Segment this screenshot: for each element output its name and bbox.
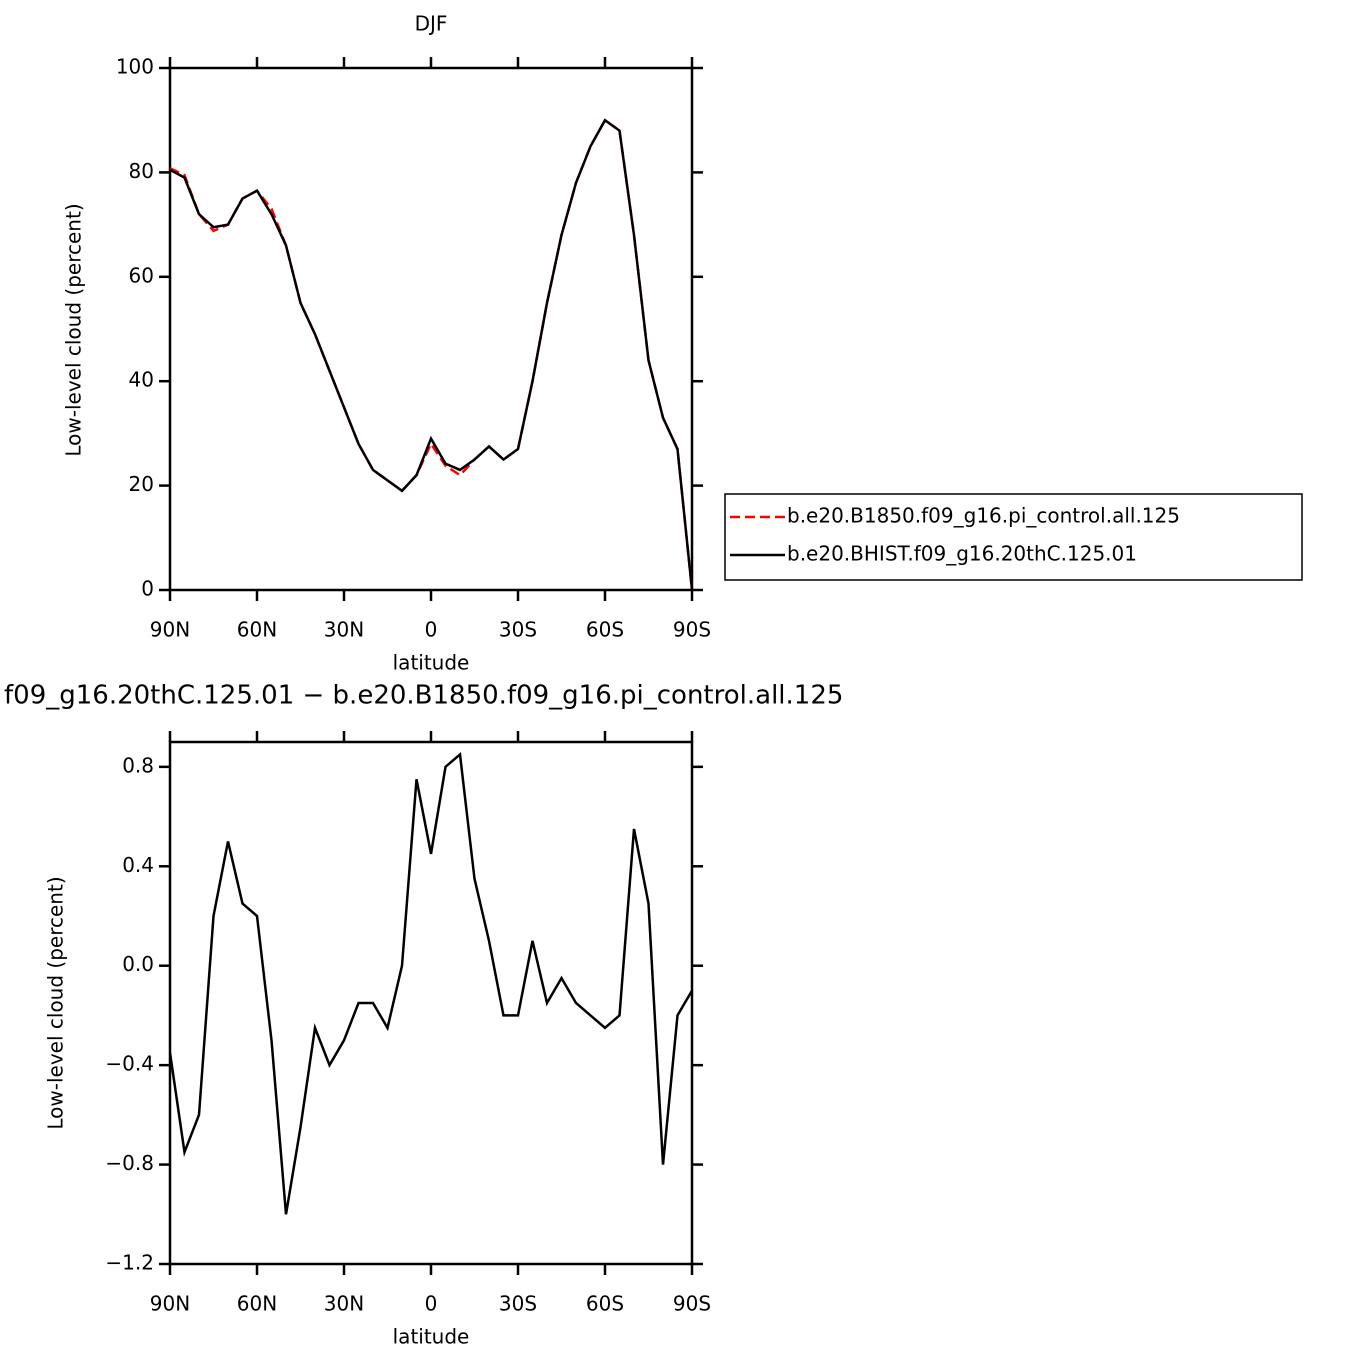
y-tick-label: −0.4 xyxy=(105,1052,154,1076)
chart-title: f09_g16.20thC.125.01 − b.e20.B1850.f09_g… xyxy=(4,681,843,711)
x-tick-label: 60N xyxy=(237,1292,277,1316)
y-tick-label: 0 xyxy=(141,577,154,601)
x-tick-label: 30N xyxy=(324,618,364,642)
y-tick-label: 0.8 xyxy=(122,753,154,777)
legend-label: b.e20.BHIST.f09_g16.20thC.125.01 xyxy=(787,542,1137,566)
x-tick-label: 90N xyxy=(150,618,190,642)
y-tick-label: 100 xyxy=(116,55,154,79)
x-tick-label: 60N xyxy=(237,618,277,642)
legend-label: b.e20.B1850.f09_g16.pi_control.all.125 xyxy=(787,504,1180,528)
data-line xyxy=(168,751,694,1215)
y-tick-label: 60 xyxy=(129,263,154,287)
x-tick-label: 0 xyxy=(425,618,438,642)
x-tick-label: 90S xyxy=(673,618,711,642)
x-tick-label: 0 xyxy=(425,1292,438,1316)
x-tick-label: 30N xyxy=(324,1292,364,1316)
x-tick-label: 90N xyxy=(150,1292,190,1316)
chart-title: DJF xyxy=(415,12,448,36)
y-tick-label: 0.0 xyxy=(122,952,154,976)
y-tick-label: 0.4 xyxy=(122,853,154,877)
y-tick-label: 80 xyxy=(129,159,154,183)
y-tick-label: −0.8 xyxy=(105,1151,154,1175)
y-axis-label: Low-level cloud (percent) xyxy=(62,203,86,456)
x-tick-label: 30S xyxy=(499,618,537,642)
plot-frame xyxy=(168,740,694,1266)
y-tick-label: 40 xyxy=(129,368,154,392)
plot-frame xyxy=(168,66,694,592)
y-tick-label: −1.2 xyxy=(105,1251,154,1275)
x-tick-label: 30S xyxy=(499,1292,537,1316)
x-axis-label: latitude xyxy=(393,1325,470,1349)
y-tick-label: 20 xyxy=(129,472,154,496)
x-tick-label: 60S xyxy=(586,618,624,642)
data-line xyxy=(169,118,694,591)
x-axis-label: latitude xyxy=(393,651,470,675)
legend-box xyxy=(724,493,1303,581)
x-tick-label: 60S xyxy=(586,1292,624,1316)
y-axis-label: Low-level cloud (percent) xyxy=(44,876,68,1129)
data-line xyxy=(169,118,694,591)
x-tick-label: 90S xyxy=(673,1292,711,1316)
